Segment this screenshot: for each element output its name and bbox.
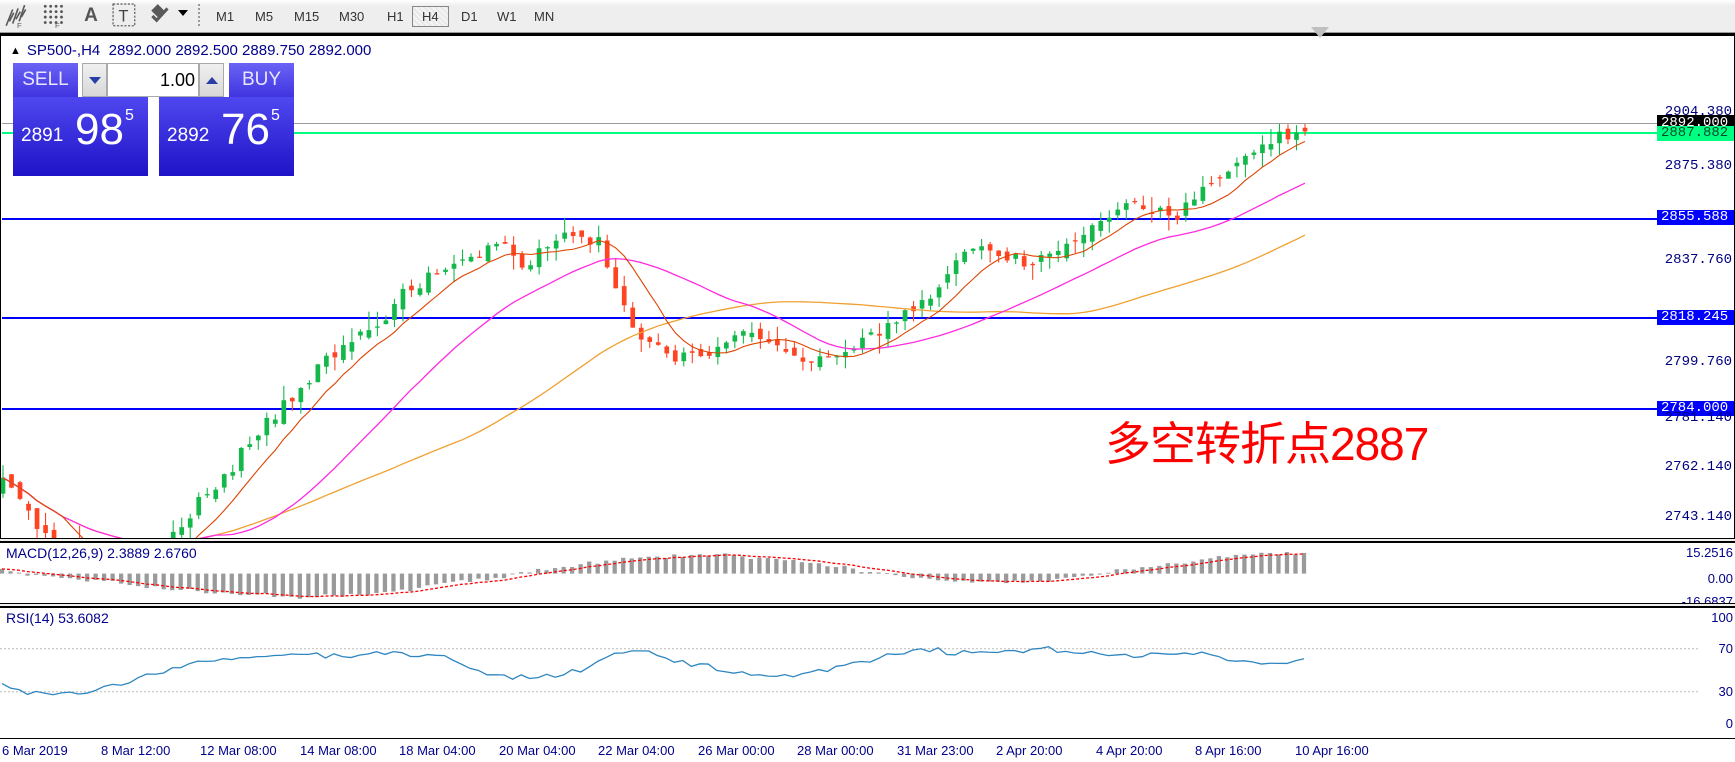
svg-text:T: T bbox=[119, 7, 129, 25]
svg-text:F: F bbox=[55, 21, 60, 29]
svg-text:F: F bbox=[17, 21, 22, 29]
